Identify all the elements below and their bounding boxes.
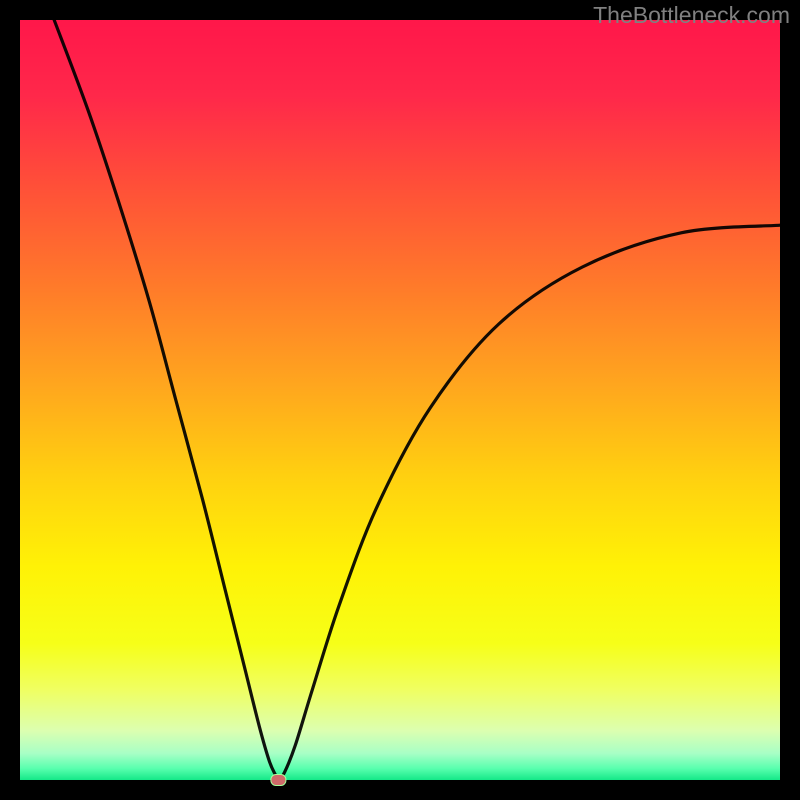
stage: TheBottleneck.com xyxy=(0,0,800,800)
watermark-text: TheBottleneck.com xyxy=(593,2,790,29)
plot-gradient-background xyxy=(20,20,780,780)
